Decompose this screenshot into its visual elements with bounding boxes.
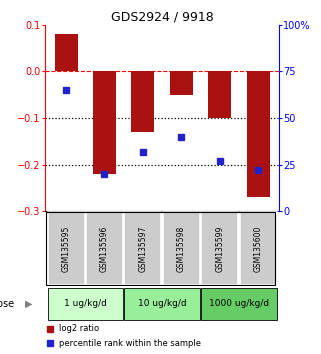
Bar — [131, 72, 154, 132]
Text: GSM135597: GSM135597 — [138, 225, 147, 272]
Bar — [86, 212, 123, 285]
Text: percentile rank within the sample: percentile rank within the sample — [59, 339, 201, 348]
Bar — [201, 212, 238, 285]
Text: 1 ug/kg/d: 1 ug/kg/d — [64, 299, 107, 308]
Text: log2 ratio: log2 ratio — [59, 324, 99, 333]
Text: 10 ug/kg/d: 10 ug/kg/d — [138, 299, 187, 308]
Bar — [55, 34, 78, 72]
Bar — [163, 212, 200, 285]
Bar — [125, 288, 200, 320]
Text: GSM135599: GSM135599 — [215, 225, 224, 272]
Text: ▶: ▶ — [25, 299, 32, 309]
Bar — [208, 72, 231, 118]
Bar — [48, 288, 123, 320]
Text: GSM135595: GSM135595 — [62, 225, 71, 272]
Text: 1000 ug/kg/d: 1000 ug/kg/d — [209, 299, 269, 308]
Text: GSM135598: GSM135598 — [177, 226, 186, 272]
Bar — [125, 212, 161, 285]
Bar — [201, 288, 277, 320]
Text: dose: dose — [0, 299, 14, 309]
Bar — [247, 72, 270, 198]
Bar — [240, 212, 277, 285]
Text: GSM135600: GSM135600 — [254, 225, 263, 272]
Bar — [48, 212, 84, 285]
Text: GSM135596: GSM135596 — [100, 225, 109, 272]
Bar — [170, 72, 193, 95]
Title: GDS2924 / 9918: GDS2924 / 9918 — [111, 11, 213, 24]
Bar — [93, 72, 116, 174]
